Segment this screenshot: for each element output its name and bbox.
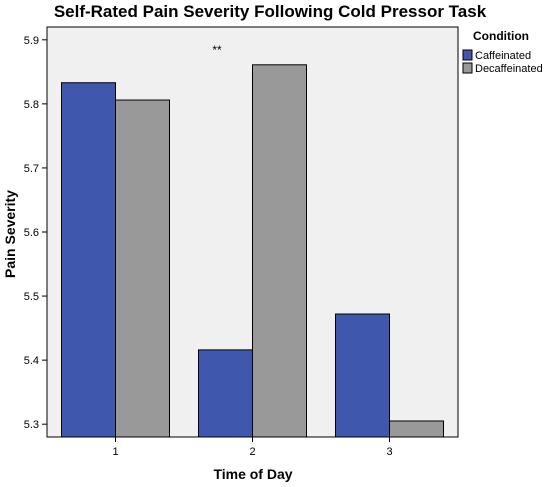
- x-axis-title: Time of Day: [213, 466, 292, 482]
- y-axis: 5.3 5.4 5.5 5.6 5.7 5.8 5.9: [24, 35, 47, 431]
- y-tick-label: 5.8: [24, 99, 39, 111]
- y-tick-label: 5.4: [24, 355, 39, 367]
- significance-annotation: **: [212, 43, 222, 57]
- chart-title: Self-Rated Pain Severity Following Cold …: [54, 2, 487, 21]
- legend-swatch-decaffeinated: [462, 62, 473, 74]
- bar-decaffeinated-1: [115, 99, 170, 438]
- x-axis: 1 2 3: [112, 437, 393, 458]
- y-tick-label: 5.9: [24, 35, 39, 47]
- legend-title: Condition: [473, 29, 529, 43]
- bar-caffeinated-2: [198, 349, 253, 438]
- x-tick-label: 1: [112, 446, 118, 458]
- bars-group: [61, 64, 444, 438]
- legend-label-decaffeinated: Decaffeinated: [475, 63, 543, 75]
- legend-swatch-caffeinated: [462, 49, 473, 61]
- x-tick-label: 3: [386, 446, 392, 458]
- bar-caffeinated-1: [61, 82, 116, 438]
- y-tick-label: 5.3: [24, 419, 39, 431]
- x-tick-label: 2: [249, 446, 255, 458]
- bar-decaffeinated-2: [252, 64, 307, 438]
- y-tick-label: 5.6: [24, 227, 39, 239]
- legend-label-caffeinated: Caffeinated: [475, 50, 531, 62]
- y-axis-title: Pain Severity: [2, 190, 18, 278]
- bar-caffeinated-3: [335, 313, 390, 438]
- bar-decaffeinated-3: [389, 420, 444, 438]
- y-tick-label: 5.7: [24, 163, 39, 175]
- y-tick-label: 5.5: [24, 291, 39, 303]
